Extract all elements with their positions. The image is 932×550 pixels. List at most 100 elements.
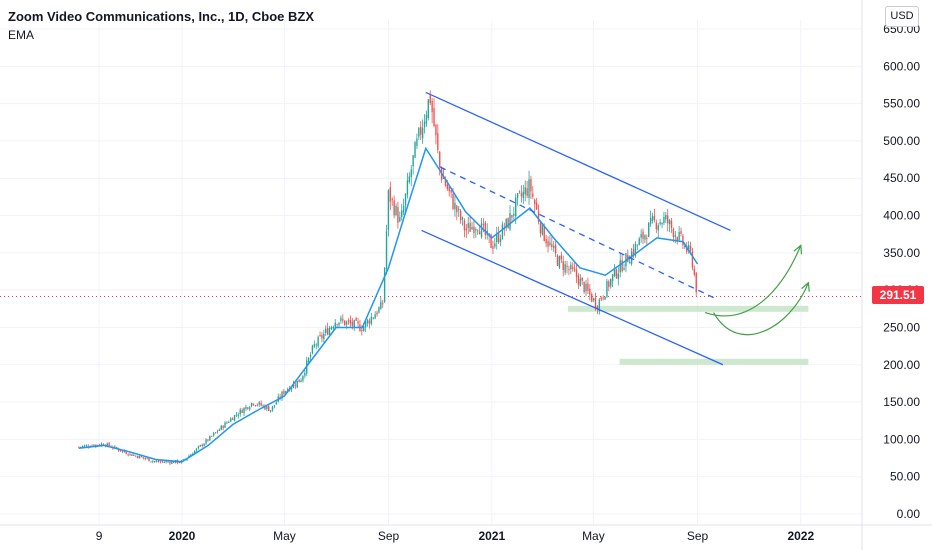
candle-body bbox=[97, 444, 99, 446]
candle-body bbox=[294, 384, 297, 386]
candle-body bbox=[129, 453, 131, 455]
candle-body bbox=[448, 186, 450, 191]
candle-body bbox=[623, 268, 625, 270]
candle-body bbox=[224, 422, 226, 428]
candle-body bbox=[269, 410, 272, 412]
candle-body bbox=[684, 245, 686, 248]
candle-body bbox=[178, 462, 181, 464]
candle-body bbox=[155, 461, 158, 462]
candle-body bbox=[397, 207, 399, 223]
candle-body bbox=[416, 138, 418, 146]
candle-body bbox=[583, 282, 585, 293]
candle-body bbox=[524, 187, 526, 195]
currency-button[interactable]: USD bbox=[885, 6, 919, 27]
candle-body bbox=[237, 414, 240, 416]
candle-body bbox=[389, 187, 392, 202]
candle-body bbox=[292, 383, 295, 389]
candle-body bbox=[402, 205, 405, 213]
candle-body bbox=[467, 223, 469, 229]
candle-body bbox=[315, 344, 317, 346]
candle-body bbox=[313, 344, 316, 347]
candle-body bbox=[484, 222, 487, 235]
candle-body bbox=[414, 142, 416, 158]
candle-body bbox=[408, 176, 411, 183]
candle-body bbox=[332, 327, 335, 329]
candle-body bbox=[501, 224, 504, 240]
candle-body bbox=[197, 446, 200, 448]
y-tick-label: 400.00 bbox=[883, 209, 920, 223]
candle-body bbox=[323, 333, 325, 340]
candle-body bbox=[404, 193, 407, 206]
candle-body bbox=[465, 228, 468, 231]
candle-body bbox=[653, 216, 656, 220]
candle-body bbox=[211, 435, 213, 437]
y-tick-label: 0.00 bbox=[897, 507, 921, 521]
x-tick-label: Sep bbox=[378, 529, 400, 543]
candle-body bbox=[621, 260, 623, 272]
candle-body bbox=[372, 317, 374, 319]
candle-body bbox=[317, 336, 319, 347]
candle-body bbox=[646, 237, 648, 239]
candle-body bbox=[228, 421, 230, 423]
candle-body bbox=[602, 297, 604, 299]
candle-body bbox=[651, 216, 654, 222]
candle-body bbox=[167, 461, 169, 463]
candle-body bbox=[469, 223, 471, 232]
candle-body bbox=[530, 179, 532, 192]
candle-body bbox=[383, 268, 386, 302]
indicator-label-ema[interactable]: EMA bbox=[8, 28, 35, 42]
candle-body bbox=[230, 418, 232, 422]
candle-body bbox=[361, 329, 363, 332]
candle-body bbox=[420, 126, 422, 135]
candle-body bbox=[334, 322, 336, 329]
candle-body bbox=[233, 415, 236, 421]
candle-body bbox=[173, 461, 175, 463]
y-tick-label: 600.00 bbox=[883, 59, 920, 73]
candle-body bbox=[256, 404, 259, 406]
candle-body bbox=[591, 293, 593, 302]
candle-body bbox=[382, 303, 384, 305]
candle-body bbox=[475, 229, 477, 231]
candle-body bbox=[429, 95, 431, 103]
y-tick-label: 50.00 bbox=[890, 470, 920, 484]
candle-body bbox=[691, 251, 694, 268]
candle-body bbox=[298, 379, 300, 383]
candle-body bbox=[648, 222, 650, 238]
candle-body bbox=[461, 217, 464, 220]
candle-body bbox=[349, 320, 352, 324]
candle-body bbox=[592, 298, 595, 301]
candle-body bbox=[638, 238, 640, 246]
candle-body bbox=[79, 446, 82, 448]
candle-body bbox=[163, 461, 165, 463]
candle-body bbox=[513, 213, 515, 216]
candle-body bbox=[328, 328, 331, 335]
candle-body bbox=[351, 321, 354, 326]
candle-body bbox=[570, 264, 572, 270]
candle-body bbox=[254, 405, 257, 407]
candle-body bbox=[169, 461, 171, 464]
candle-body bbox=[572, 267, 574, 269]
candle-body bbox=[285, 390, 287, 394]
candle-body bbox=[380, 301, 382, 310]
candle-body bbox=[640, 234, 642, 238]
candle-body bbox=[541, 224, 544, 235]
candle-body bbox=[577, 275, 580, 285]
candle-body bbox=[579, 278, 582, 287]
candle-body bbox=[478, 231, 481, 235]
candle-body bbox=[427, 99, 430, 118]
candle-body bbox=[342, 319, 344, 321]
candle-body bbox=[247, 407, 249, 409]
candle-body bbox=[490, 234, 492, 248]
candle-body bbox=[363, 326, 365, 332]
candle-body bbox=[245, 406, 247, 409]
candles bbox=[78, 90, 697, 466]
candle-body bbox=[649, 218, 652, 224]
candle-body bbox=[114, 446, 116, 448]
candle-body bbox=[171, 461, 173, 464]
candle-body bbox=[678, 231, 680, 241]
y-tick-label: 150.00 bbox=[883, 395, 920, 409]
support-zone bbox=[619, 358, 809, 365]
candle-body bbox=[613, 267, 616, 277]
candle-body bbox=[309, 354, 312, 357]
